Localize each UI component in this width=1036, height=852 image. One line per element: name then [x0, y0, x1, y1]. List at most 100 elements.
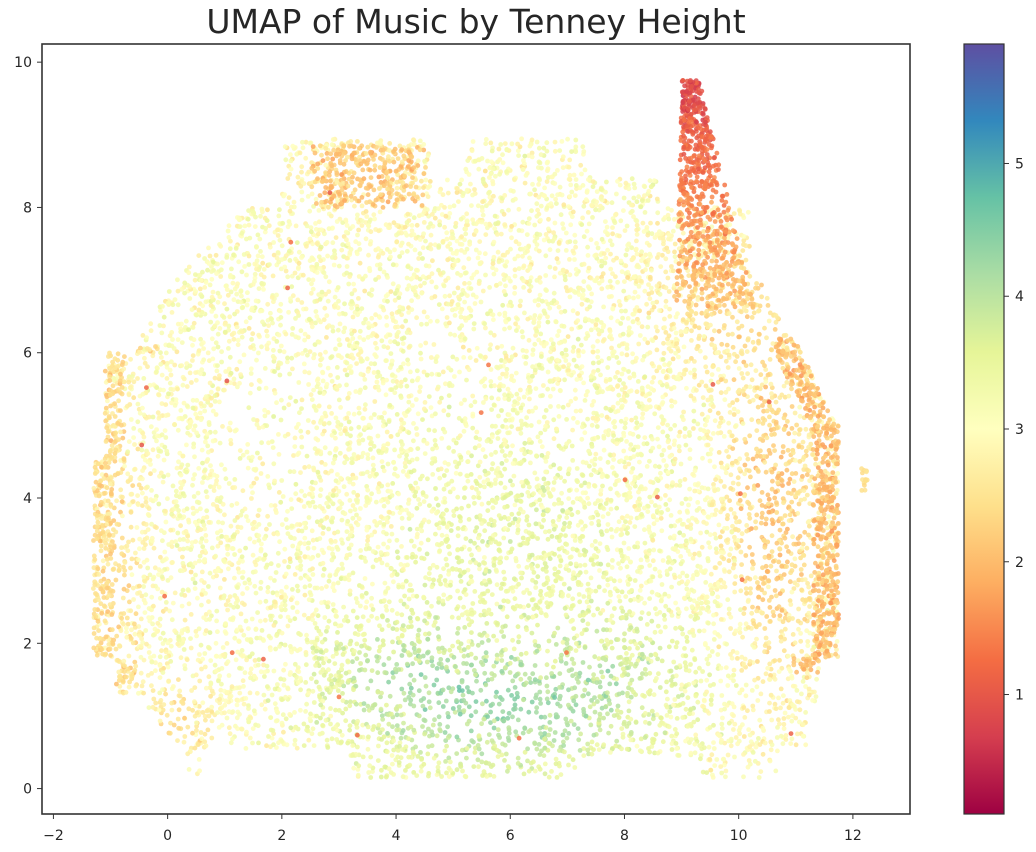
scatter-point [801, 562, 807, 568]
scatter-point [316, 684, 322, 690]
scatter-point [566, 687, 571, 693]
scatter-point [378, 774, 384, 780]
scatter-point [629, 417, 634, 423]
scatter-point [419, 528, 425, 534]
scatter-point [447, 551, 452, 557]
scatter-point [717, 309, 723, 315]
scatter-point [326, 289, 332, 294]
scatter-point [637, 588, 643, 593]
scatter-point [296, 249, 302, 255]
scatter-point [418, 540, 424, 546]
scatter-point [477, 260, 483, 266]
scatter-point [302, 369, 308, 375]
scatter-point [677, 448, 682, 454]
scatter-point [299, 444, 305, 450]
scatter-point [595, 354, 601, 360]
scatter-point [202, 651, 208, 656]
scatter-point [644, 225, 650, 230]
scatter-point [480, 701, 485, 707]
scatter-point [379, 560, 385, 566]
scatter-point [445, 301, 451, 307]
scatter-point [272, 701, 278, 707]
scatter-point [653, 731, 659, 737]
scatter-point [772, 327, 778, 332]
scatter-point [194, 398, 200, 403]
scatter-point [612, 424, 618, 430]
scatter-point [518, 506, 523, 512]
scatter-point [126, 653, 132, 659]
scatter-point [255, 450, 260, 456]
scatter-point [743, 682, 749, 688]
scatter-point [253, 626, 259, 632]
scatter-point [335, 529, 341, 535]
scatter-point [726, 454, 731, 460]
scatter-point [589, 521, 594, 526]
scatter-point [420, 724, 425, 729]
scatter-point [601, 627, 606, 633]
scatter-point [322, 615, 328, 620]
scatter-point [731, 438, 737, 444]
scatter-point [725, 348, 731, 354]
scatter-point [588, 575, 594, 581]
scatter-point [424, 600, 430, 605]
scatter-point [286, 195, 292, 201]
scatter-point [360, 632, 366, 638]
scatter-point [325, 625, 330, 630]
scatter-point [544, 683, 550, 689]
scatter-point [302, 592, 308, 598]
scatter-point [442, 499, 448, 505]
scatter-point [536, 182, 541, 187]
scatter-point [571, 661, 577, 666]
scatter-point [266, 223, 272, 229]
scatter-point [692, 372, 697, 378]
scatter-point [778, 638, 784, 644]
scatter-point [591, 672, 596, 678]
scatter-point [429, 603, 434, 609]
scatter-point [391, 738, 396, 744]
scatter-point [698, 530, 703, 536]
scatter-point [432, 717, 437, 723]
scatter-point [769, 549, 775, 554]
scatter-point [377, 165, 383, 170]
scatter-point [186, 264, 192, 270]
scatter-point [295, 297, 301, 303]
scatter-point [682, 646, 687, 651]
scatter-point [423, 165, 428, 170]
scatter-point [392, 447, 397, 453]
scatter-point [426, 771, 432, 776]
scatter-point [472, 445, 478, 451]
scatter-point [455, 533, 461, 539]
scatter-point [394, 712, 400, 718]
scatter-point [719, 721, 725, 727]
scatter-point [203, 439, 208, 445]
scatter-point [131, 426, 137, 431]
scatter-point [662, 624, 668, 630]
scatter-point [462, 299, 467, 305]
scatter-point [307, 349, 313, 354]
scatter-point [458, 272, 464, 278]
scatter-point [469, 630, 474, 635]
scatter-point [684, 634, 690, 640]
scatter-point [418, 350, 423, 356]
scatter-point [183, 318, 189, 324]
scatter-point [224, 287, 230, 292]
scatter-point [672, 438, 677, 444]
scatter-point [438, 466, 444, 472]
scatter-point [804, 492, 810, 498]
scatter-point [512, 399, 518, 405]
scatter-point [469, 552, 474, 558]
scatter-point [281, 349, 287, 355]
scatter-point [557, 514, 562, 519]
scatter-point [373, 354, 379, 360]
scatter-point [350, 174, 355, 180]
scatter-point [145, 565, 151, 571]
scatter-point [413, 397, 419, 402]
scatter-point [727, 410, 733, 415]
scatter-point [635, 645, 640, 651]
scatter-point [616, 519, 622, 525]
scatter-point [395, 324, 401, 330]
scatter-point [453, 440, 459, 446]
scatter-point [798, 631, 803, 636]
scatter-point [264, 328, 269, 334]
scatter-point [657, 308, 662, 313]
